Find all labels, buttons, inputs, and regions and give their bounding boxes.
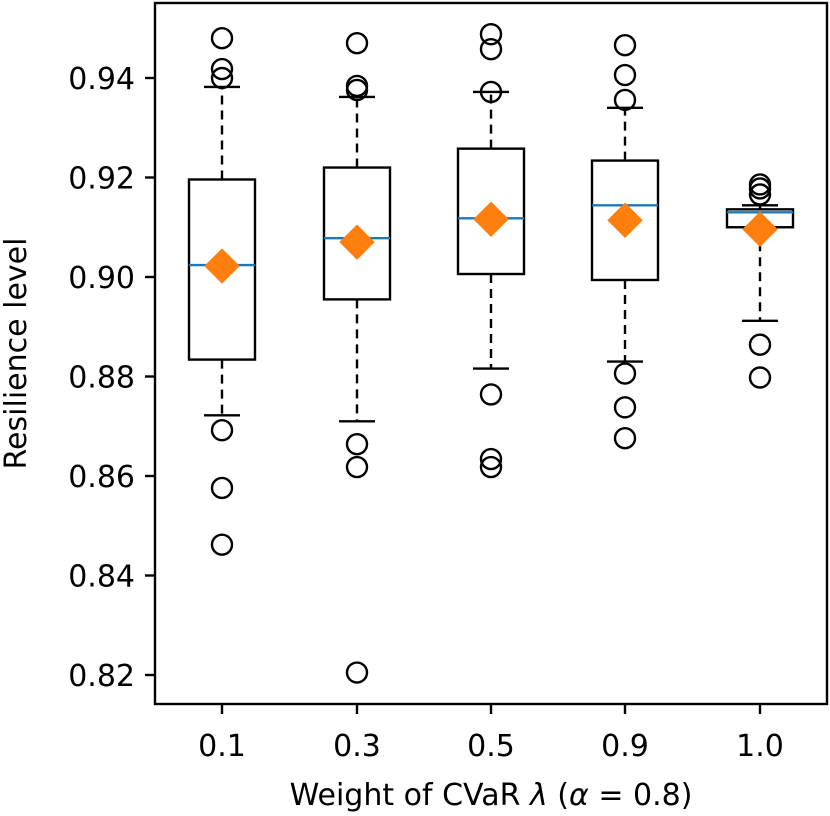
outlier-point [479, 455, 503, 479]
x-tick-label: 0.3 [333, 729, 381, 764]
outlier-point [613, 362, 637, 385]
outlier-point [210, 66, 234, 90]
mean-marker [339, 224, 375, 260]
box-iqr [322, 166, 392, 301]
plot-frame [153, 1, 829, 706]
x-tick-label: 0.5 [467, 729, 515, 764]
outlier-point [210, 419, 234, 442]
x-tick-label: 0.9 [601, 729, 649, 764]
x-axis-label: Weight of CVaR λ (α = 0.8) [290, 778, 693, 813]
outlier-point [748, 333, 772, 356]
mean-marker [204, 248, 240, 284]
outlier-point [210, 533, 234, 556]
outlier-point [345, 455, 369, 479]
outlier-point [748, 183, 772, 206]
y-tick-label: 0.92 [68, 162, 135, 197]
outlier-point [479, 447, 503, 471]
y-tick-label: 0.86 [68, 460, 135, 495]
mean-marker [742, 211, 778, 247]
outlier-point [345, 78, 369, 102]
outlier-point [479, 383, 503, 406]
outlier-point [613, 396, 637, 419]
outlier-point [345, 432, 369, 456]
outlier-point [479, 23, 503, 46]
mean-marker [607, 202, 643, 238]
x-axis-label-alpha: α [569, 778, 589, 813]
outlier-point [613, 33, 637, 57]
outlier-point [210, 27, 234, 50]
box-series [187, 23, 795, 684]
mean-marker [473, 201, 509, 237]
outlier-point [613, 88, 637, 112]
y-tick-label: 0.84 [68, 560, 135, 595]
outlier-point [479, 80, 503, 104]
y-tick-label: 0.94 [68, 62, 135, 97]
y-tick-label: 0.82 [68, 659, 135, 694]
axes: 0.82 0.84 0.86 0.88 0.90 0.92 0.94 0.1 0.3 0.5 0.9… [68, 62, 784, 764]
x-axis-label-open: ( [548, 778, 569, 813]
box-0.9 [590, 33, 660, 450]
box-0.3 [322, 31, 392, 684]
x-axis-label-lambda: λ [528, 778, 548, 813]
x-tick-label: 1.0 [736, 729, 784, 764]
box-iqr [590, 159, 660, 282]
x-tick-label: 0.1 [198, 729, 246, 764]
outlier-point [748, 177, 772, 200]
box-iqr [456, 147, 526, 276]
x-axis-label-rest: = 0.8) [589, 778, 693, 813]
box-0.1 [187, 27, 257, 556]
outlier-point [748, 366, 772, 389]
y-axis-label: Resilience level [0, 238, 34, 470]
outlier-point [613, 426, 637, 450]
outlier-point [210, 476, 234, 500]
box-1.0 [725, 173, 795, 389]
outlier-point [210, 57, 234, 81]
box-0.5 [456, 23, 526, 479]
outlier-point [345, 31, 369, 55]
outlier-point [479, 37, 503, 61]
box-iqr [187, 178, 257, 361]
y-tick-label: 0.88 [68, 361, 135, 396]
outlier-point [613, 63, 637, 87]
outlier-point [345, 661, 369, 684]
x-axis-label-prefix: Weight of CVaR [290, 778, 530, 813]
y-tick-label: 0.90 [68, 261, 135, 296]
